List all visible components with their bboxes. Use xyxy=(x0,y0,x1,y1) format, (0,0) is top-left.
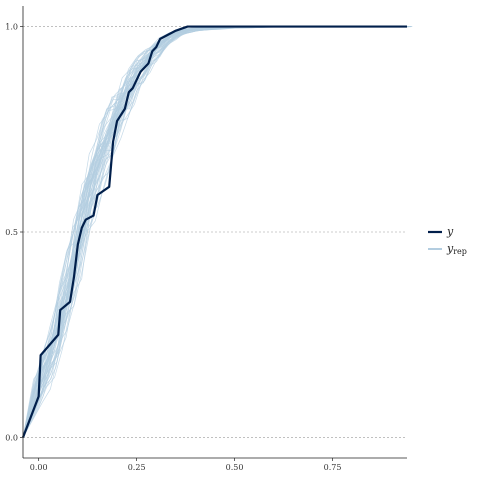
y-tick-label: 0.5 xyxy=(5,228,18,237)
axes-layer: 0.00 0.25 0.50 0.75 0.0 0.5 1.0 xyxy=(5,6,407,472)
x-tick-label: 0.25 xyxy=(128,463,146,472)
x-tick-label: 0.50 xyxy=(226,463,244,472)
y-series-layer xyxy=(21,25,407,438)
y-tick-label: 0.0 xyxy=(5,433,18,442)
x-tick-label: 0.00 xyxy=(30,463,48,472)
legend-label-y: y xyxy=(446,225,454,238)
legend: y yrep xyxy=(428,225,467,256)
y-tick-label: 1.0 xyxy=(5,23,18,32)
legend-label-yrep: yrep xyxy=(446,242,467,256)
x-tick-label: 0.75 xyxy=(324,463,342,472)
y-observed-line xyxy=(21,25,407,438)
